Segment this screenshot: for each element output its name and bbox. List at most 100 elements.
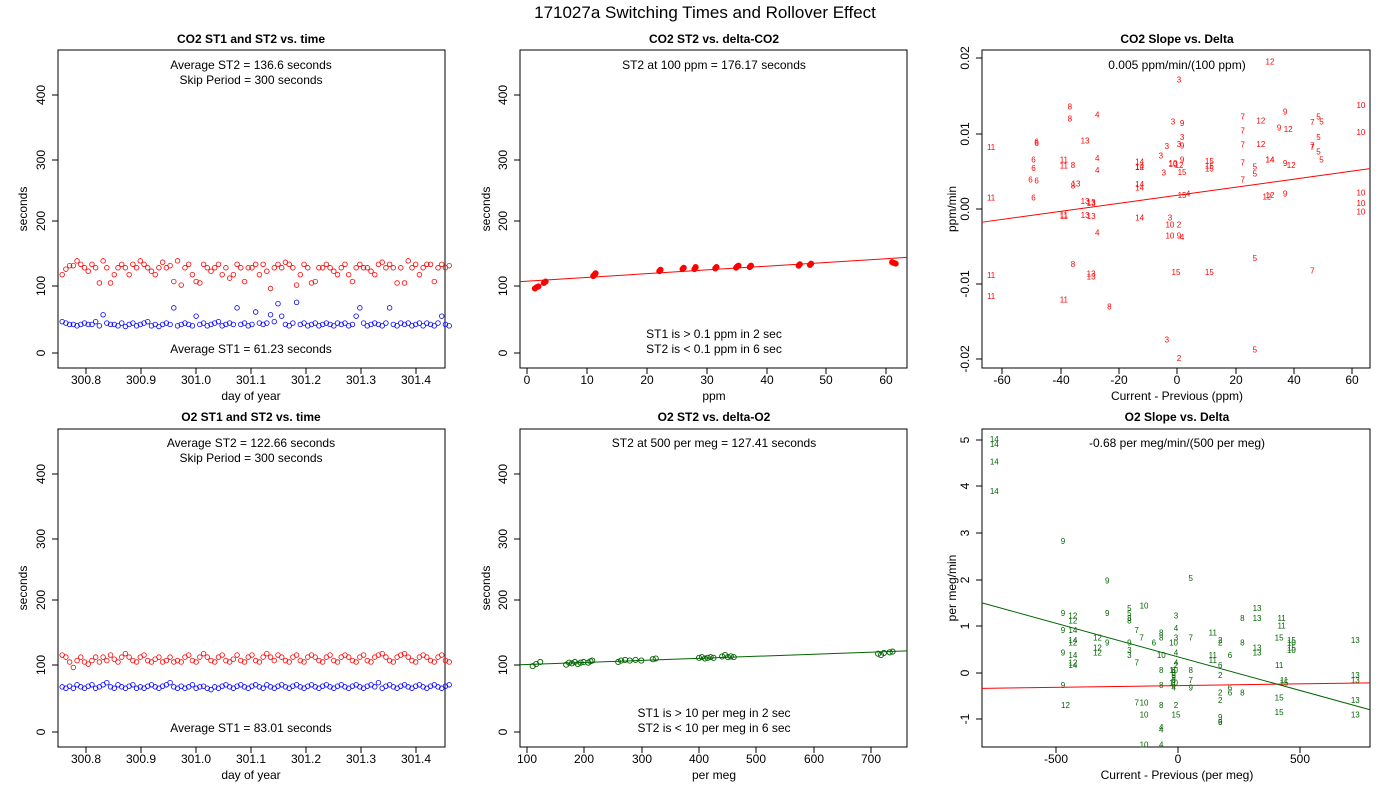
data-point-label: 15 bbox=[1280, 678, 1289, 687]
data-point-st1 bbox=[260, 685, 266, 691]
data-point-st2 bbox=[159, 659, 166, 665]
x-tick-label: 301.0 bbox=[181, 373, 211, 387]
data-point-label: 9 bbox=[1105, 577, 1110, 586]
data-point-label: 9 bbox=[1277, 124, 1282, 133]
y-tick-label: 200 bbox=[34, 590, 48, 610]
data-point-st1 bbox=[431, 323, 437, 329]
panel-title: CO2 ST1 and ST2 vs. time bbox=[177, 32, 325, 46]
data-point-st1 bbox=[308, 321, 315, 328]
data-point-label: 14 bbox=[990, 440, 999, 449]
y-tick-label: 100 bbox=[34, 276, 48, 296]
data-point-st1 bbox=[301, 320, 307, 326]
data-point-label: 13 bbox=[1253, 649, 1262, 658]
y-tick: 0 bbox=[496, 349, 520, 356]
data-point-label: 13 bbox=[1081, 211, 1090, 220]
data-point-st1 bbox=[226, 320, 233, 326]
y-tick: 200 bbox=[496, 211, 520, 231]
data-point-st1 bbox=[256, 684, 263, 690]
data-point-label: 2 bbox=[1218, 671, 1223, 680]
data-point-label: 10 bbox=[1356, 207, 1365, 216]
y-tick-label: 300 bbox=[496, 150, 510, 170]
data-point-st1 bbox=[89, 321, 95, 328]
data-point-st2 bbox=[364, 657, 371, 664]
data-point-label: 10 bbox=[1287, 646, 1296, 655]
x-tick: 0 bbox=[1174, 368, 1181, 387]
data-point-label: 3 bbox=[1168, 214, 1173, 223]
y-axis: -1 0 1 2 3 4 5 bbox=[958, 436, 983, 724]
data-point-label: 8 bbox=[1240, 614, 1245, 623]
y-tick-label: 0 bbox=[496, 728, 510, 735]
data-point-st1 bbox=[159, 321, 166, 328]
data-point-label: 11 bbox=[1280, 676, 1289, 685]
data-point-label: 9 bbox=[1180, 155, 1185, 164]
data-point-st2 bbox=[345, 271, 352, 278]
data-point-label: 14 bbox=[1266, 155, 1275, 164]
data-point-st2 bbox=[282, 657, 289, 664]
data-point-label: 7 bbox=[1139, 634, 1144, 643]
data-point-st2 bbox=[416, 271, 423, 278]
data-point-label: 8 bbox=[1107, 303, 1112, 312]
x-tick: 100 bbox=[517, 747, 537, 766]
data-point-label: 12 bbox=[1093, 644, 1102, 653]
data-point-label: 13 bbox=[1253, 644, 1262, 653]
y-axis: 0 100 200 300 400 bbox=[496, 85, 521, 356]
y-tick-label: 0.00 bbox=[958, 197, 972, 221]
data-point bbox=[622, 656, 629, 663]
data-point-st1 bbox=[141, 320, 147, 326]
data-point-st1 bbox=[331, 323, 337, 329]
data-point-label: 7 bbox=[1240, 176, 1245, 185]
x-axis: -60 -40 -20 0 20 40 60 bbox=[993, 367, 1359, 387]
data-point-label: 7 bbox=[1134, 698, 1139, 707]
x-tick: -40 bbox=[1052, 368, 1070, 387]
x-tick-label: 60 bbox=[879, 373, 893, 387]
data-point-st2 bbox=[301, 261, 307, 268]
data-point-st1 bbox=[234, 305, 240, 311]
data-point-st2 bbox=[223, 657, 229, 664]
data-point-label: 13 bbox=[1253, 604, 1262, 613]
y-tick-label: 100 bbox=[496, 276, 510, 296]
panel-co2-time: CO2 ST1 and ST2 vs. time Average ST2 = 1… bbox=[16, 32, 452, 403]
data-point-st2 bbox=[197, 280, 203, 286]
y-axis-label: seconds bbox=[16, 187, 30, 232]
data-point-st2 bbox=[390, 659, 397, 665]
data-point-st1 bbox=[424, 320, 430, 326]
annotation-slope: -0.68 per meg/min/(500 per meg) bbox=[1089, 436, 1265, 450]
x-axis: 300.8 300.9 301.0 301.1 301.2 301.3 301.… bbox=[71, 367, 431, 387]
data-point-st1 bbox=[204, 685, 210, 691]
data-point-st1 bbox=[130, 682, 136, 688]
data-point-st2 bbox=[219, 271, 225, 278]
data-point-st1 bbox=[427, 683, 434, 689]
panel-o2-time: O2 ST1 and ST2 vs. time Average ST2 = 12… bbox=[16, 410, 452, 782]
data-point-label: 10 bbox=[1169, 678, 1178, 687]
data-point-label: 9 bbox=[1061, 649, 1066, 658]
data-point-st1 bbox=[327, 684, 333, 690]
data-point-label: 15 bbox=[1205, 165, 1214, 174]
data-point-label: 6 bbox=[1028, 176, 1033, 185]
fit-line bbox=[519, 256, 908, 283]
data-point-st2 bbox=[119, 654, 125, 660]
x-tick: 60 bbox=[1345, 368, 1359, 387]
y-axis-label: seconds bbox=[479, 566, 493, 611]
data-point-st1 bbox=[357, 684, 363, 690]
data-point-st1 bbox=[349, 321, 356, 328]
x-tick: 50 bbox=[819, 368, 833, 387]
data-point-st1 bbox=[152, 684, 158, 690]
panel-title: CO2 Slope vs. Delta bbox=[1120, 32, 1234, 46]
data-point-st1 bbox=[446, 323, 452, 329]
data-point-label: 11 bbox=[1277, 614, 1286, 623]
data-point-st2 bbox=[141, 652, 147, 658]
data-point-st2 bbox=[431, 659, 437, 665]
data-point-label: 12 bbox=[1068, 616, 1077, 625]
data-point-st2 bbox=[141, 261, 147, 268]
data-point-label: 11 bbox=[1209, 656, 1218, 665]
data-point-st1 bbox=[215, 318, 222, 325]
x-tick: 40 bbox=[1287, 368, 1301, 387]
data-point-label: 13 bbox=[1087, 272, 1096, 281]
y-tick-label: 400 bbox=[34, 85, 48, 105]
data-point-st2 bbox=[383, 654, 389, 660]
data-point-st1 bbox=[226, 684, 233, 690]
data-point-st1 bbox=[435, 684, 441, 690]
x-tick-label: 500 bbox=[746, 752, 766, 766]
data-point-label: 3 bbox=[1127, 651, 1132, 660]
x-axis: 100 200 300 400 500 600 700 bbox=[517, 746, 881, 766]
